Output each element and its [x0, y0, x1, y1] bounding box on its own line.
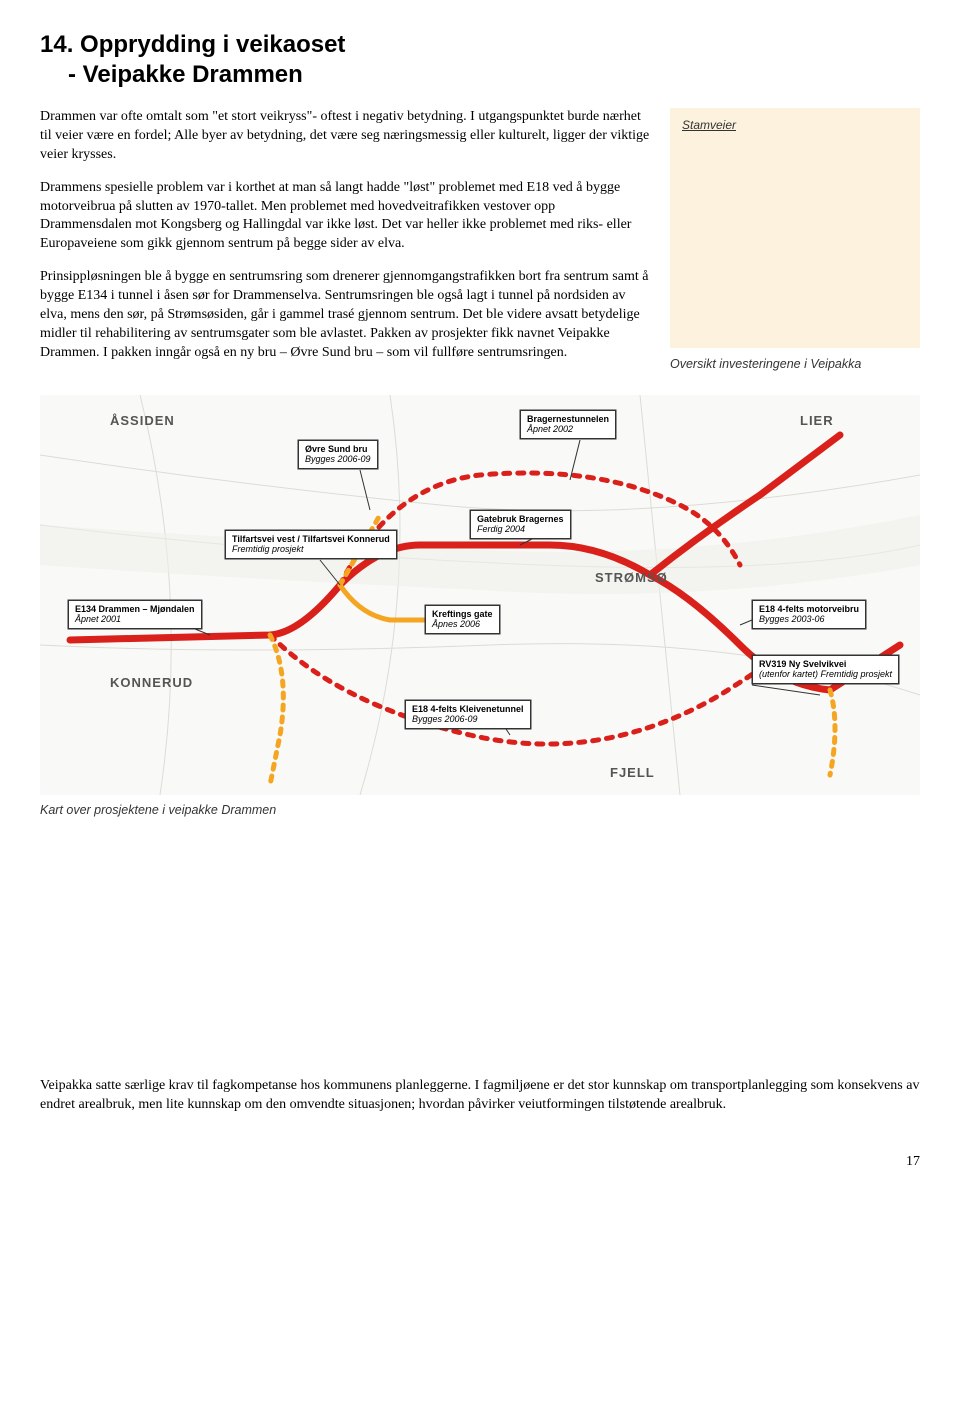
- map-callout-box: BragernestunnelenÅpnet 2002: [520, 410, 616, 440]
- map-callout-title: Øvre Sund bru: [305, 444, 371, 455]
- page-number: 17: [40, 1154, 920, 1170]
- map-caption: Kart over prosjektene i veipakke Drammen: [40, 803, 920, 817]
- bottom-text-block: Veipakka satte særlige krav til fagkompe…: [40, 1077, 920, 1115]
- map-callout-title: E134 Drammen – Mjøndalen: [75, 604, 195, 615]
- map-callout-box: Øvre Sund bruBygges 2006-09: [298, 440, 378, 470]
- paragraph-4: Veipakka satte særlige krav til fagkompe…: [40, 1077, 920, 1115]
- map-container: ÅSSIDEN LIER KONNERUD STRØMSØ FJELL Øvre Sund…: [40, 395, 920, 817]
- map-callout-title: E18 4-felts Kleivenetunnel: [412, 704, 524, 715]
- map-callout-title: E18 4-felts motorveibru: [759, 604, 859, 615]
- heading-line-2: - Veipakke Drammen: [40, 61, 303, 88]
- map-callout-title: Bragernestunnelen: [527, 414, 609, 425]
- map-callout-title: Gatebruk Bragernes: [477, 514, 564, 525]
- heading-line-1: 14. Opprydding i veikaoset: [40, 31, 345, 58]
- map-area-label: FJELL: [610, 765, 655, 780]
- map-callout-box: Gatebruk BragernesFerdig 2004: [470, 510, 571, 540]
- sidebox-label: Stamveier: [682, 118, 736, 132]
- map-area-label: ÅSSIDEN: [110, 413, 175, 428]
- sidebar-column: Stamveier Oversikt investeringene i Veip…: [670, 108, 920, 374]
- paragraph-1: Drammen var ofte omtalt som "et stort ve…: [40, 108, 650, 165]
- map-callout-subtitle: Åpnes 2006: [432, 619, 493, 630]
- stamveier-sidebox: Stamveier: [670, 108, 920, 348]
- map-callout-subtitle: Bygges 2003-06: [759, 614, 859, 625]
- map-callout-box: Kreftings gateÅpnes 2006: [425, 605, 500, 635]
- map-callout-box: E18 4-felts motorveibruBygges 2003-06: [752, 600, 866, 630]
- map-area-label: STRØMSØ: [595, 570, 668, 585]
- map-callout-subtitle: Åpnet 2002: [527, 424, 609, 435]
- project-map: ÅSSIDEN LIER KONNERUD STRØMSØ FJELL Øvre Sund…: [40, 395, 920, 795]
- map-callout-box: Tilfartsvei vest / Tilfartsvei KonnerudF…: [225, 530, 397, 560]
- map-svg: [40, 395, 920, 795]
- paragraph-2: Drammens spesielle problem var i korthet…: [40, 179, 650, 255]
- map-callout-subtitle: Fremtidig prosjekt: [232, 544, 390, 555]
- two-column-layout: Drammen var ofte omtalt som "et stort ve…: [40, 108, 920, 377]
- map-area-label: KONNERUD: [110, 675, 193, 690]
- paragraph-3: Prinsippløsningen ble å bygge en sentrum…: [40, 268, 650, 362]
- map-callout-subtitle: Bygges 2006-09: [305, 454, 371, 465]
- map-callout-box: E134 Drammen – MjøndalenÅpnet 2001: [68, 600, 202, 630]
- map-callout-box: E18 4-felts KleivenetunnelBygges 2006-09: [405, 700, 531, 730]
- map-callout-subtitle: Åpnet 2001: [75, 614, 195, 625]
- map-callout-title: Kreftings gate: [432, 609, 493, 620]
- main-text-column: Drammen var ofte omtalt som "et stort ve…: [40, 108, 650, 377]
- map-callout-title: RV319 Ny Svelvikvei: [759, 659, 892, 670]
- map-callout-title: Tilfartsvei vest / Tilfartsvei Konnerud: [232, 534, 390, 545]
- map-area-label: LIER: [800, 413, 834, 428]
- map-callout-box: RV319 Ny Svelvikvei(utenfor kartet) Frem…: [752, 655, 899, 685]
- map-callout-subtitle: (utenfor kartet) Fremtidig prosjekt: [759, 669, 892, 680]
- map-callout-subtitle: Bygges 2006-09: [412, 714, 524, 725]
- map-callout-subtitle: Ferdig 2004: [477, 524, 564, 535]
- sidebox-caption: Oversikt investeringene i Veipakka: [670, 356, 920, 374]
- section-heading: 14. Opprydding i veikaoset - Veipakke Dr…: [40, 30, 920, 90]
